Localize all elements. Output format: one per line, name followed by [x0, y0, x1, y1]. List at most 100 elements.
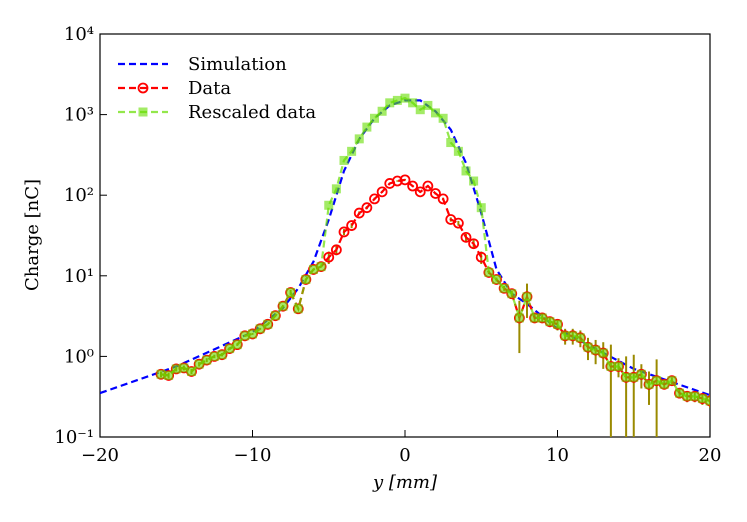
data-point	[697, 394, 707, 404]
data-point	[468, 238, 480, 250]
data-point	[446, 138, 456, 148]
data-point	[545, 317, 555, 327]
data-point	[217, 350, 227, 360]
series-line	[160, 178, 710, 403]
data-point	[452, 217, 464, 229]
data-point	[461, 166, 471, 176]
data-point	[415, 105, 425, 115]
data-point	[530, 313, 540, 323]
legend-marker	[137, 82, 149, 94]
data-point	[385, 98, 395, 108]
data-point	[437, 193, 449, 205]
legend-label: Rescaled data	[188, 102, 316, 123]
data-point	[377, 106, 387, 116]
data-point	[339, 155, 349, 165]
data-point	[179, 363, 189, 373]
data-point	[255, 324, 265, 334]
data-point	[225, 344, 235, 354]
data-point	[460, 231, 472, 243]
data-point	[568, 331, 578, 341]
y-tick-label: 10³	[64, 105, 94, 126]
data-point	[324, 200, 334, 210]
data-point	[476, 203, 486, 213]
data-point	[354, 134, 364, 144]
data-point	[431, 108, 440, 118]
data-point	[407, 180, 419, 192]
legend-label: Simulation	[188, 54, 287, 75]
data-point	[629, 372, 639, 382]
data-point	[263, 319, 273, 329]
x-tick-label: 10	[546, 445, 569, 466]
data-point	[644, 379, 654, 389]
data-point	[475, 251, 487, 263]
series-line	[100, 99, 710, 397]
data-point	[330, 244, 342, 256]
data-point	[560, 331, 570, 341]
data-point	[430, 188, 441, 199]
data-point	[453, 146, 463, 156]
data-point	[323, 251, 335, 263]
data-point	[392, 95, 402, 105]
data-point	[270, 311, 280, 321]
data-point	[286, 288, 296, 298]
data-point	[575, 333, 585, 343]
data-point	[202, 355, 212, 365]
data-point	[331, 184, 341, 194]
data-point	[209, 351, 219, 361]
data-point	[346, 220, 358, 231]
data-point	[499, 283, 509, 293]
data-point	[171, 364, 181, 374]
y-tick-label: 10⁰	[64, 346, 94, 367]
data-point	[598, 348, 608, 358]
data-point	[514, 313, 524, 323]
data-point	[399, 174, 411, 186]
data-point	[414, 186, 426, 198]
y-tick-label: 10²	[64, 185, 94, 206]
data-point	[316, 262, 326, 272]
plot-area	[100, 93, 710, 437]
data-point	[232, 340, 242, 350]
data-point	[370, 113, 379, 123]
data-point	[652, 376, 662, 386]
data-point	[156, 369, 166, 379]
data-point	[553, 319, 562, 329]
data-point	[248, 329, 257, 339]
data-point	[537, 313, 547, 323]
data-point	[293, 304, 303, 314]
data-point	[438, 113, 448, 123]
data-point	[484, 267, 494, 277]
data-point	[376, 186, 388, 198]
data-point	[636, 369, 646, 379]
data-point	[369, 193, 380, 205]
data-point	[591, 345, 601, 355]
data-point	[194, 359, 204, 369]
data-point	[361, 202, 373, 214]
series-line	[160, 96, 710, 403]
data-point	[309, 264, 318, 274]
data-point	[400, 93, 410, 103]
y-tick-label: 10⁻¹	[54, 427, 94, 448]
x-tick-label: 20	[699, 445, 722, 466]
data-point	[347, 146, 357, 156]
data-point	[690, 391, 700, 401]
x-tick-label: 0	[399, 445, 410, 466]
data-point	[240, 331, 250, 341]
y-axis-label: Charge [nC]	[22, 179, 43, 291]
data-point	[362, 122, 372, 132]
x-tick-label: −10	[234, 445, 272, 466]
data-point	[492, 274, 501, 284]
data-point	[422, 180, 434, 192]
legend-label: Data	[188, 78, 231, 99]
data-point	[583, 342, 593, 352]
data-point	[301, 274, 311, 284]
data-point	[507, 289, 517, 299]
data-point	[391, 175, 403, 187]
data-point	[408, 98, 418, 108]
data-point	[164, 370, 174, 380]
data-point	[675, 388, 684, 398]
x-tick-label: −20	[81, 445, 119, 466]
data-point	[667, 376, 677, 386]
data-point	[522, 292, 532, 302]
data-point	[606, 361, 616, 371]
